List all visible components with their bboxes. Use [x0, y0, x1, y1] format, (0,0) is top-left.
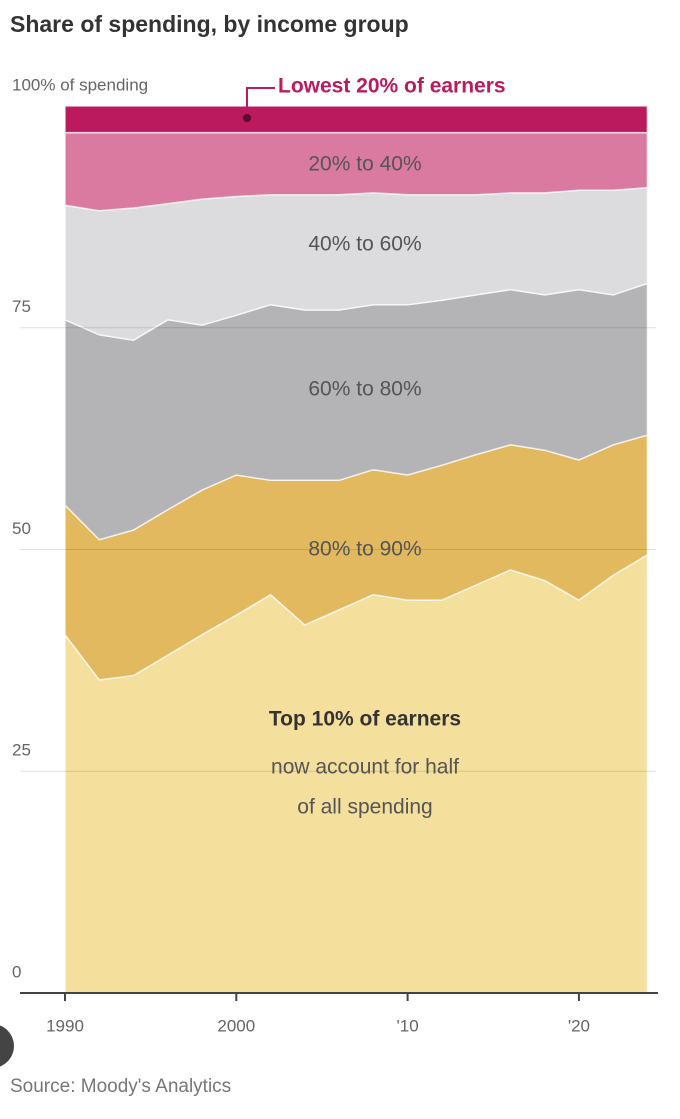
y-tick-label: 0	[12, 962, 21, 981]
series-label: 40% to 60%	[308, 233, 421, 256]
y-tick-label: 75	[12, 297, 31, 316]
series-label: Lowest 20% of earners	[278, 75, 506, 98]
x-tick-label: 2000	[217, 1016, 255, 1035]
areas	[64, 105, 649, 994]
y-tick-label: 50	[12, 519, 31, 538]
x-tick-label: 1990	[46, 1016, 84, 1035]
series-label: 80% to 90%	[308, 538, 421, 561]
area	[64, 105, 649, 134]
chart-title: Share of spending, by income group	[10, 11, 409, 37]
series-label: Top 10% of earners	[269, 708, 461, 731]
series-label: 20% to 40%	[308, 153, 421, 176]
annotation: of all spending	[297, 796, 432, 819]
source: Source: Moody's Analytics	[10, 1076, 231, 1097]
annotation: now account for half	[271, 756, 459, 779]
x-tick-label: '20	[568, 1016, 590, 1035]
overlay-button[interactable]	[0, 1024, 14, 1068]
series-label: 60% to 80%	[308, 378, 421, 401]
leader-line	[246, 87, 275, 118]
leader-dot	[243, 114, 251, 122]
y-tick-label: 100% of spending	[12, 75, 148, 94]
y-tick-label: 25	[12, 741, 31, 760]
x-tick-label: '10	[397, 1016, 419, 1035]
